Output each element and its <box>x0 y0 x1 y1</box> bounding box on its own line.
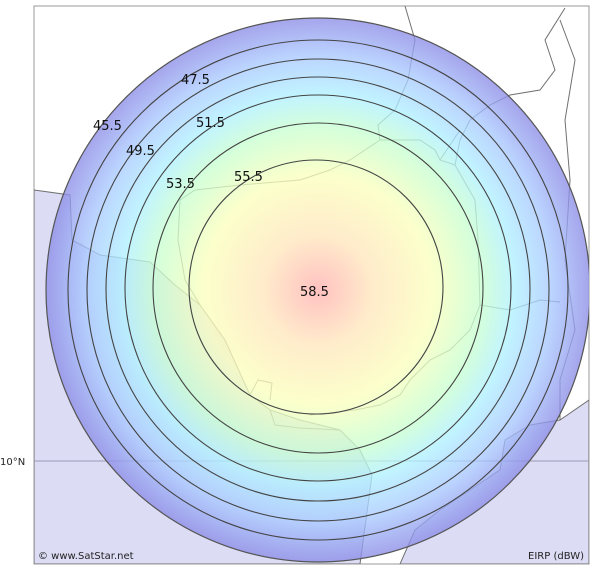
contour-label-49-5: 49.5 <box>126 144 155 159</box>
contour-ring-45-5 <box>67 39 569 541</box>
contour-rings <box>67 39 569 541</box>
contour-ring-49-5 <box>105 76 531 502</box>
contour-ring-51-5 <box>124 94 512 482</box>
contour-label-53-5: 53.5 <box>166 177 195 192</box>
latitude-label: 10°N <box>0 457 25 468</box>
contour-label-51-5: 51.5 <box>196 116 225 131</box>
legend-unit-label: EIRP (dBW) <box>528 551 584 562</box>
contour-ring-53-5 <box>152 122 484 454</box>
contour-label-55-5: 55.5 <box>234 170 263 185</box>
contour-ring-47-5 <box>86 58 550 522</box>
contour-label-45-5: 45.5 <box>93 119 122 134</box>
contour-label-47-5: 47.5 <box>181 73 210 88</box>
contour-ring-55-5 <box>188 159 444 415</box>
beam-peak-label: 58.5 <box>300 285 329 300</box>
copyright-text[interactable]: © www.SatStar.net <box>38 551 134 562</box>
